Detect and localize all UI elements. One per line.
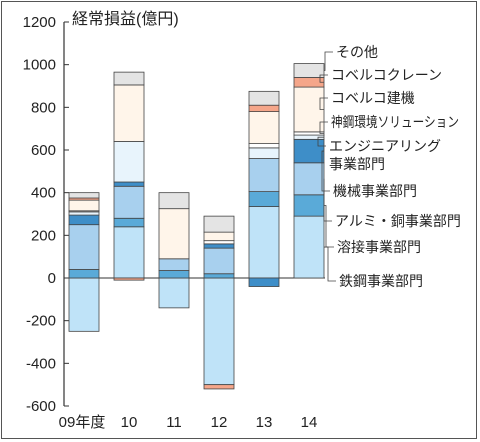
bar-segment	[248, 143, 280, 149]
legend-leader-line	[319, 97, 328, 110]
bar-segment	[248, 191, 280, 207]
bar-segment	[293, 86, 325, 133]
bar-segment	[203, 240, 235, 245]
bar-segment	[113, 226, 145, 279]
bar-segment	[113, 277, 145, 281]
bar-segment	[158, 208, 190, 260]
legend-label: 溶接事業部門	[337, 239, 421, 255]
bar-segment	[158, 270, 190, 279]
y-tick-label: -600	[26, 398, 56, 415]
bar-segment	[113, 181, 145, 187]
bar-segment	[293, 77, 325, 88]
bar-segment	[158, 277, 190, 309]
bar-segment	[68, 192, 100, 199]
bar-segment	[248, 206, 280, 279]
bar-segment	[68, 211, 100, 216]
x-tick-label: 13	[256, 414, 273, 431]
bar-segment	[203, 277, 235, 386]
bar-segment	[203, 384, 235, 390]
legend-leader-line	[319, 74, 328, 83]
legend-label: 神鋼環境ソリューション	[331, 114, 459, 130]
legend-label: エンジニアリング	[329, 138, 441, 154]
bar-segment	[293, 194, 325, 217]
chart-title: 経常損益(億円)	[72, 10, 179, 28]
bar-segment	[203, 243, 235, 249]
y-tick-label: 800	[31, 99, 56, 116]
bar-segment	[113, 217, 145, 228]
bar-segment	[68, 269, 100, 279]
x-tick-label: 12	[211, 414, 228, 431]
bar-segment	[113, 84, 145, 142]
legend-label: 鉄鋼事業部門	[339, 273, 423, 289]
legend-label: 事業部門	[329, 156, 385, 172]
y-tick-label: 600	[31, 142, 56, 159]
bar-segment	[68, 277, 100, 332]
legend-leader-line	[317, 136, 326, 147]
y-tick-label: 1200	[23, 14, 56, 31]
x-tick-label: 10	[121, 414, 138, 431]
legend-leader-line	[319, 121, 328, 134]
bar-segment	[293, 138, 325, 164]
x-tick-label: 14	[301, 414, 318, 431]
x-tick-label: 09年度	[59, 414, 106, 431]
y-tick-label: 200	[31, 227, 56, 244]
bar-segment	[293, 215, 325, 279]
bar-segment	[68, 214, 100, 226]
legend-label: コベルコ建機	[331, 90, 415, 106]
y-tick-label: 1000	[23, 57, 56, 74]
legend-leader-line	[321, 150, 330, 192]
bar-segment	[113, 185, 145, 219]
legend-label: 機械事業部門	[333, 183, 417, 199]
legend-label: その他	[336, 44, 378, 60]
chart-bars	[68, 63, 325, 390]
bar-segment	[248, 147, 280, 159]
bar-segment	[113, 71, 145, 86]
legend-label: アルミ・銅事業部門	[335, 213, 461, 229]
bar-segment	[158, 192, 190, 210]
bar-segment	[248, 90, 280, 106]
bar-segment	[203, 273, 235, 279]
legend-leader-line	[324, 51, 333, 71]
bar-segment	[293, 162, 325, 196]
y-tick-label: -200	[26, 313, 56, 330]
bar-segment	[68, 199, 100, 212]
legend-leader-line	[324, 205, 334, 248]
bar-segment	[248, 104, 280, 112]
bar-segment	[248, 277, 280, 287]
bar-segment	[293, 131, 325, 136]
x-tick-label: 11	[166, 414, 182, 431]
bar-segment	[293, 63, 325, 78]
bar-segment	[203, 215, 235, 233]
y-tick-label: 400	[31, 185, 56, 202]
chart-legend: その他コベルコクレーンコベルコ建機神鋼環境ソリューションエンジニアリング事業部門…	[317, 44, 461, 289]
y-tick-label: 0	[48, 270, 56, 287]
bar-segment	[203, 231, 235, 242]
chart-axes: -600 -400 -200 0 200 400 600 800 1000 1200 09年度 10 1…	[23, 14, 325, 431]
legend-leader-line	[324, 246, 336, 282]
bar-segment	[158, 258, 190, 271]
bar-segment	[248, 158, 280, 193]
legend-label: コベルコクレーン	[331, 67, 442, 83]
bar-segment	[113, 141, 145, 183]
y-tick-label: -400	[26, 355, 56, 372]
legend-leader-line	[323, 178, 332, 222]
bar-segment	[203, 247, 235, 275]
bar-segment	[68, 224, 100, 270]
bar-segment	[248, 111, 280, 144]
